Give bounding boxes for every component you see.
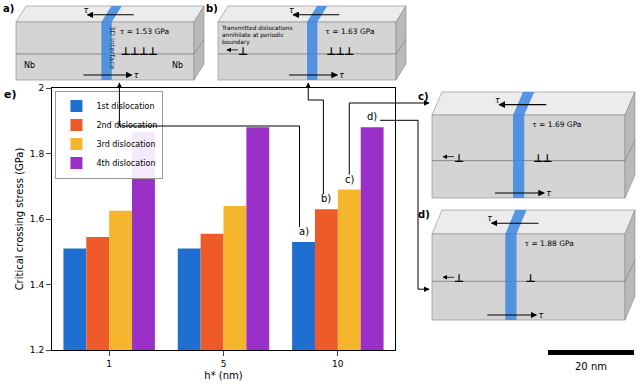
svg-text:1.4: 1.4 xyxy=(30,280,45,290)
svg-text:1.2: 1.2 xyxy=(30,345,44,355)
svg-text:⊥: ⊥ xyxy=(148,45,158,58)
svg-text:a): a) xyxy=(3,3,14,14)
svg-text:1: 1 xyxy=(106,359,112,369)
svg-text:Nb: Nb xyxy=(24,61,35,70)
svg-text:5: 5 xyxy=(221,359,227,369)
svg-text:⊥: ⊥ xyxy=(121,45,131,58)
svg-text:1st dislocation: 1st dislocation xyxy=(96,102,154,111)
svg-text:10: 10 xyxy=(332,359,344,369)
svg-text:4th dislocation: 4th dislocation xyxy=(96,159,155,168)
svg-text:τ = 1.69 GPa: τ = 1.69 GPa xyxy=(532,120,581,129)
svg-text:τ: τ xyxy=(495,96,500,105)
svg-text:τ: τ xyxy=(289,6,294,15)
svg-text:3rd dislocation: 3rd dislocation xyxy=(96,140,155,149)
svg-text:Transmitted dislocations: Transmitted dislocations xyxy=(221,25,293,31)
svg-text:3D interface: 3D interface xyxy=(108,26,116,69)
svg-text:τ = 1.53 GPa: τ = 1.53 GPa xyxy=(120,27,169,36)
svg-text:c): c) xyxy=(345,174,354,185)
svg-text:τ = 1.63 GPa: τ = 1.63 GPa xyxy=(325,27,374,36)
svg-text:τ: τ xyxy=(339,71,344,80)
svg-text:⊥: ⊥ xyxy=(326,45,336,58)
svg-text:⊥: ⊥ xyxy=(344,45,354,58)
svg-text:⊥: ⊥ xyxy=(533,152,543,165)
svg-text:a): a) xyxy=(299,226,309,237)
svg-text:20 nm: 20 nm xyxy=(575,361,607,372)
svg-text:h* (nm): h* (nm) xyxy=(204,370,242,381)
svg-text:τ: τ xyxy=(134,71,139,80)
svg-text:τ: τ xyxy=(83,6,88,15)
svg-text:2nd dislocation: 2nd dislocation xyxy=(96,121,157,130)
svg-text:e): e) xyxy=(4,88,17,101)
svg-text:⊥: ⊥ xyxy=(454,152,464,165)
svg-text:τ: τ xyxy=(487,214,492,223)
svg-text:⊥: ⊥ xyxy=(335,45,345,58)
svg-text:1.8: 1.8 xyxy=(30,149,45,159)
svg-text:Nb: Nb xyxy=(172,61,183,70)
svg-text:b): b) xyxy=(321,193,331,204)
svg-text:boundary: boundary xyxy=(222,39,250,46)
svg-text:⊥: ⊥ xyxy=(139,45,149,58)
svg-text:Critical crossing stress (GPa): Critical crossing stress (GPa) xyxy=(14,148,25,291)
svg-text:⊥: ⊥ xyxy=(238,45,248,58)
svg-text:⊥: ⊥ xyxy=(454,272,464,285)
svg-text:τ: τ xyxy=(539,311,544,320)
svg-text:annihilate at periodic: annihilate at periodic xyxy=(222,32,284,39)
svg-text:b): b) xyxy=(206,3,218,14)
svg-text:τ = 1.88 GPa: τ = 1.88 GPa xyxy=(525,239,574,248)
svg-text:2: 2 xyxy=(38,83,44,93)
svg-text:⊥: ⊥ xyxy=(525,272,535,285)
svg-text:d): d) xyxy=(367,111,377,122)
svg-text:d): d) xyxy=(418,209,430,220)
svg-text:τ: τ xyxy=(546,189,551,198)
svg-text:1.6: 1.6 xyxy=(30,214,45,224)
svg-text:c): c) xyxy=(418,91,429,102)
svg-text:⊥: ⊥ xyxy=(542,152,552,165)
svg-text:⊥: ⊥ xyxy=(130,45,140,58)
